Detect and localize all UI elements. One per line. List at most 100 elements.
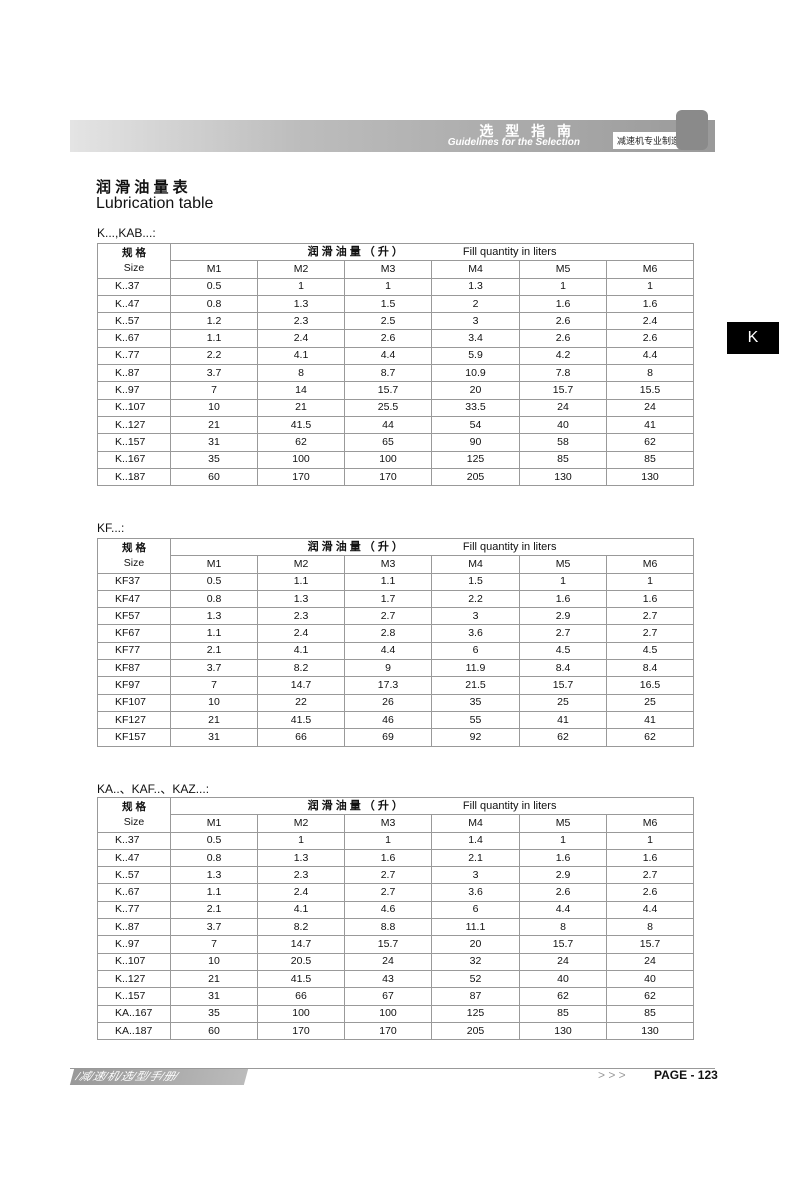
quantity-cell: 26 (344, 693, 432, 712)
quantity-cell: 10 (170, 952, 258, 971)
column-header: M6 (605, 555, 695, 574)
quantity-cell: 3.6 (431, 624, 520, 643)
quantity-cell: 35 (170, 450, 258, 469)
quantity-cell: 1.6 (519, 589, 607, 609)
size-cell: K..97 (97, 935, 171, 954)
quantity-cell: 85 (605, 450, 695, 469)
size-cell: K..67 (97, 883, 171, 902)
data-row: KF37 0.5 1.1 1.1 1.5 1 1 (97, 572, 695, 591)
quantity-cell: 67 (344, 987, 432, 1006)
quantity-cell: 20 (431, 935, 520, 954)
quantity-cell: 170 (344, 467, 432, 487)
quantity-cell: 32 (431, 952, 520, 971)
footer-line (70, 1068, 715, 1069)
quantity-cell: 40 (519, 415, 607, 435)
data-row: K..127 21 41.5 44 54 40 41 (97, 415, 695, 435)
quantity-cell: 4.5 (519, 641, 607, 661)
quantity-cell: 62 (605, 728, 695, 747)
quantity-cell: 1.3 (257, 294, 345, 314)
quantity-cell: 15.7 (519, 676, 607, 695)
column-header: M2 (257, 814, 345, 833)
quantity-cell: 41 (605, 710, 695, 730)
quantity-cell: 11.9 (431, 659, 520, 678)
quantity-cell: 1 (519, 277, 607, 296)
logo-icon (676, 110, 708, 150)
quantity-cell: 7.8 (519, 364, 607, 383)
size-header-en: Size (123, 261, 145, 274)
size-header-cn: 规 格 (122, 246, 146, 259)
quantity-cell: 0.5 (170, 831, 258, 850)
quantity-cell: 1.3 (257, 589, 345, 609)
quantity-cell: 66 (257, 728, 345, 747)
column-header: M3 (344, 555, 432, 574)
quantity-cell: 21 (170, 969, 258, 989)
size-cell: K..97 (97, 381, 171, 400)
data-row: K..57 1.3 2.3 2.7 3 2.9 2.7 (97, 866, 695, 885)
quantity-cell: 10.9 (431, 364, 520, 383)
data-row: KF57 1.3 2.3 2.7 3 2.9 2.7 (97, 607, 695, 626)
quantity-cell: 170 (257, 1021, 345, 1041)
size-cell: KF97 (97, 676, 171, 695)
quantity-cell: 1.1 (257, 572, 345, 591)
quantity-cell: 3.7 (170, 659, 258, 678)
quantity-cell: 1.1 (170, 883, 258, 902)
quantity-cell: 1.7 (344, 589, 432, 609)
quantity-cell: 1.4 (431, 831, 520, 850)
quantity-cell: 1.1 (170, 624, 258, 643)
quantity-cell: 2.7 (519, 624, 607, 643)
data-row: KF77 2.1 4.1 4.4 6 4.5 4.5 (97, 641, 695, 661)
quantity-cell: 100 (257, 1004, 345, 1023)
data-row: KA..187 60 170 170 205 130 130 (97, 1021, 695, 1041)
quantity-cell: 2.7 (344, 883, 432, 902)
quantity-cell: 24 (605, 398, 695, 417)
quantity-cell: 125 (431, 450, 520, 469)
quantity-cell: 1 (257, 277, 345, 296)
quantity-cell: 1.6 (605, 848, 695, 868)
data-row: K..37 0.5 1 1 1.3 1 1 (97, 277, 695, 296)
quantity-cell: 1 (605, 831, 695, 850)
quantity-cell: 1.5 (431, 572, 520, 591)
quantity-cell: 1.6 (519, 848, 607, 868)
footer-arrows: > > > (598, 1068, 626, 1082)
data-row: K..167 35 100 100 125 85 85 (97, 450, 695, 469)
quantity-cell: 1 (344, 277, 432, 296)
size-cell: K..107 (97, 398, 171, 417)
quantity-cell: 14 (257, 381, 345, 400)
size-cell: K..77 (97, 346, 171, 366)
quantity-cell: 2.1 (170, 641, 258, 661)
column-header: M2 (257, 555, 345, 574)
quantity-cell: 2 (431, 294, 520, 314)
quantity-cell: 1 (519, 831, 607, 850)
header-row: 规 格 Size 润 滑 油 量 （ 升 ） Fill quantity in lit… (97, 537, 695, 574)
data-row: K..107 10 20.5 24 32 24 24 (97, 952, 695, 971)
size-cell: KF37 (97, 572, 171, 591)
quantity-cell: 130 (519, 467, 607, 487)
quantity-cell: 1.6 (605, 589, 695, 609)
size-cell: KF77 (97, 641, 171, 661)
quantity-cell: 1 (605, 277, 695, 296)
column-header: M5 (519, 260, 607, 279)
column-header: M3 (344, 814, 432, 833)
quantity-cell: 1.6 (519, 294, 607, 314)
data-row: K..77 2.1 4.1 4.6 6 4.4 4.4 (97, 900, 695, 920)
quantity-cell: 46 (344, 710, 432, 730)
quantity-cell: 1 (519, 572, 607, 591)
size-cell: K..167 (97, 450, 171, 469)
quantity-cell: 25.5 (344, 398, 432, 417)
data-row: KF107 10 22 26 35 25 25 (97, 693, 695, 712)
data-row: K..97 7 14 15.7 20 15.7 15.5 (97, 381, 695, 400)
quantity-cell: 8.2 (257, 918, 345, 937)
quantity-cell: 8 (257, 364, 345, 383)
quantity-cell: 3.7 (170, 364, 258, 383)
quantity-cell: 8.2 (257, 659, 345, 678)
quantity-cell: 2.9 (519, 866, 607, 885)
quantity-cell: 1.3 (170, 866, 258, 885)
size-cell: K..57 (97, 312, 171, 331)
quantity-cell: 8.4 (605, 659, 695, 678)
quantity-cell: 52 (431, 969, 520, 989)
size-cell: KF47 (97, 589, 171, 609)
size-cell: K..37 (97, 277, 171, 296)
quantity-cell: 2.5 (344, 312, 432, 331)
quantity-cell: 60 (170, 467, 258, 487)
header-row: 规 格 Size 润 滑 油 量 （ 升 ） Fill quantity in lit… (97, 242, 695, 279)
